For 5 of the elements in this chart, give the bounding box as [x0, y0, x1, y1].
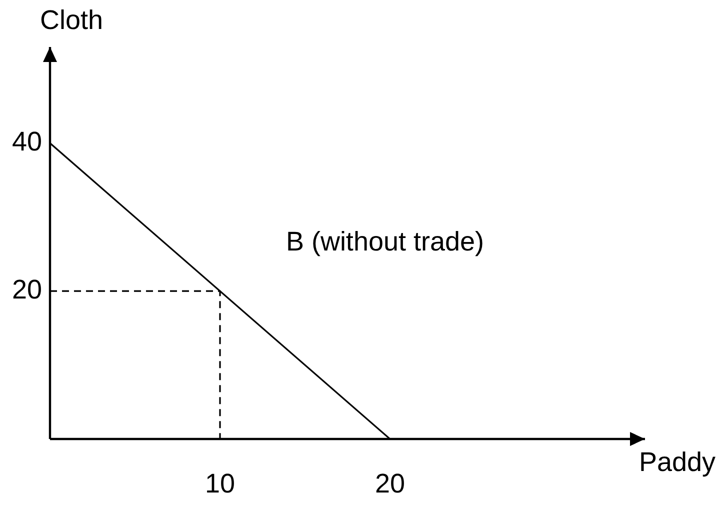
- x-tick-label: 10: [204, 468, 236, 499]
- y-tick-label: 40: [12, 126, 42, 157]
- y-axis-title: Cloth: [40, 4, 104, 35]
- x-axis-title: Paddy: [639, 446, 716, 477]
- annotation: B (without trade): [286, 226, 484, 256]
